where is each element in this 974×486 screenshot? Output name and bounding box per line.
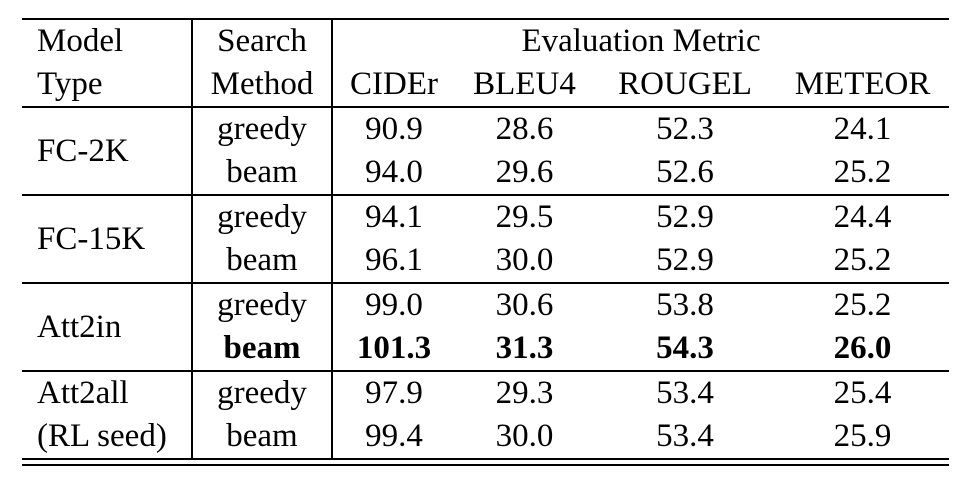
header-metric-cider: CIDEr [332,63,455,108]
value-cell: 53.8 [656,287,714,323]
header-search-line1: Search [217,23,307,59]
method-cell: beam [192,327,333,372]
method-cell: beam [192,415,333,459]
value-cell: 30.0 [455,239,594,284]
header-model-line1: Model [37,23,124,59]
method-cell: beam [192,239,333,284]
value-cell: 25.2 [833,287,892,323]
model-label-line1: Att2in [37,308,122,345]
value-cell: 31.3 [455,327,594,372]
value-cell: 94.0 [332,151,455,196]
value-cell: 29.6 [455,151,594,196]
header-metric-meteor: METEOR [776,63,950,108]
value-cell: 29.5 [495,199,554,235]
model-cell-att2in: Att2in [22,283,193,372]
value-cell: 28.6 [495,111,554,147]
value-cell: 101.3 [332,327,455,372]
value-cell: 53.4 [656,375,714,411]
table-row: beam 99.4 30.0 53.4 25.9 [22,415,949,459]
table-row: beam 94.0 29.6 52.6 25.2 [22,151,950,196]
value-cell: 30.6 [495,287,554,323]
model-label-line1: Att2all [37,375,129,411]
header-search-line2: Method [210,66,314,102]
method-cell: beam [192,151,333,196]
value-cell: 54.3 [594,327,776,372]
method-cell: greedy [192,283,333,327]
value-cell: 26.0 [776,327,950,372]
method-cell: greedy [192,371,333,415]
header-row-1: Model Type Search Method Evaluation Metr… [22,19,949,108]
model-label-line1: FC-2K [37,132,129,169]
table-row: FC-15K greedy 94.1 29.5 52.9 24.4 [22,195,949,284]
model-label-line1: FC-15K [37,220,146,257]
value-cell: 29.3 [495,375,554,411]
value-cell: 99.0 [365,287,423,323]
model-cell-fc-15k: FC-15K [22,195,193,284]
table-row: FC-2K greedy 90.9 28.6 52.3 24.1 [22,107,949,196]
value-cell: 53.4 [656,418,714,454]
value-cell: 25.2 [776,151,950,196]
value-cell: 24.4 [833,199,892,235]
method-cell: greedy [192,107,333,151]
value-cell: 25.4 [833,375,892,411]
bottom-double-rule [22,464,949,466]
method-cell: greedy [192,195,333,239]
value-cell: 30.0 [495,418,554,454]
header-model-type: Model Type [22,19,193,108]
value-cell: 52.3 [656,111,714,147]
value-cell: 96.1 [332,239,455,284]
model-cell-att2all: Att2all (RL seed) [22,371,193,460]
header-metric-bleu4: BLEU4 [455,63,594,108]
model-cell-fc-2k: FC-2K [22,107,193,196]
table-row-best-results: beam 101.3 31.3 54.3 26.0 [22,327,950,372]
header-model-line2: Type [37,66,103,102]
value-cell: 52.9 [594,239,776,284]
value-cell: 90.9 [365,111,423,147]
value-cell: 25.9 [833,418,892,454]
table-row: beam 96.1 30.0 52.9 25.2 [22,239,950,284]
header-search-method: Search Method [192,19,333,108]
header-evaluation-metric: Evaluation Metric [521,23,761,59]
value-cell: 97.9 [365,375,423,411]
header-row-2: CIDEr BLEU4 ROUGEL METEOR [22,63,950,108]
results-table-wrap: Model Type Search Method Evaluation Metr… [22,18,950,466]
model-label-line2: (RL seed) [37,418,167,454]
value-cell: 24.1 [833,111,892,147]
results-table: Model Type Search Method Evaluation Metr… [22,18,950,460]
value-cell: 99.4 [365,418,423,454]
value-cell: 52.6 [594,151,776,196]
value-cell: 25.2 [776,239,950,284]
value-cell: 94.1 [365,199,423,235]
header-metric-rougel: ROUGEL [594,63,776,108]
table-row: Att2in greedy 99.0 30.6 53.8 25.2 [22,283,949,372]
table-row: Att2all (RL seed) greedy 97.9 29.3 53.4 … [22,371,949,460]
value-cell: 52.9 [656,199,714,235]
